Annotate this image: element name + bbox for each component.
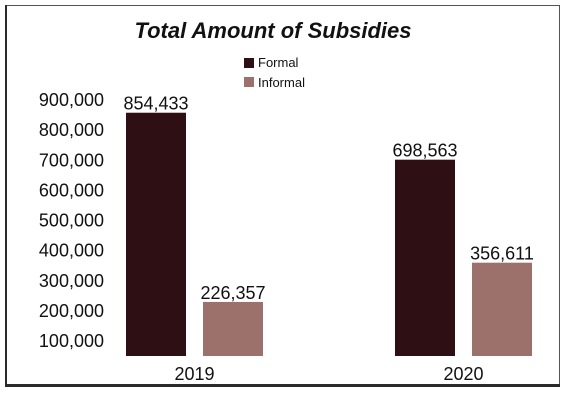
y-tick-label: 600,000 — [39, 180, 104, 200]
x-tick-label-2019: 2019 — [174, 364, 214, 384]
chart-frame-bottom-edge — [5, 384, 560, 387]
data-label-formal-2020: 698,563 — [392, 141, 457, 161]
bar-informal-2019 — [203, 301, 263, 356]
y-tick-label: 800,000 — [39, 120, 104, 140]
data-label-informal-2020: 356,611 — [470, 244, 534, 264]
y-tick-label: 300,000 — [39, 271, 104, 291]
chart-title: Total Amount of Subsidies — [134, 18, 411, 43]
x-axis: 2019 2020 — [174, 364, 483, 384]
bar-formal-2020 — [395, 159, 455, 356]
y-tick-label: 200,000 — [39, 301, 104, 321]
bar-formal-2019 — [126, 112, 186, 357]
y-tick-label: 100,000 — [39, 331, 104, 351]
y-tick-label: 400,000 — [39, 241, 104, 261]
data-label-informal-2019: 226,357 — [200, 283, 265, 303]
legend-swatch-formal — [244, 58, 254, 68]
data-label-formal-2019: 854,433 — [123, 94, 188, 114]
y-tick-label: 900,000 — [39, 90, 104, 110]
bar-informal-2020 — [472, 262, 532, 356]
chart-frame-left-edge — [5, 5, 7, 387]
bars — [126, 112, 532, 357]
data-labels: 854,433 226,357 698,563 356,611 — [123, 94, 533, 303]
legend-label-formal: Formal — [258, 55, 299, 70]
y-tick-label: 700,000 — [39, 150, 104, 170]
legend-swatch-informal — [244, 77, 254, 87]
legend-label-informal: Informal — [258, 75, 305, 90]
x-tick-label-2020: 2020 — [443, 364, 483, 384]
y-tick-label: 500,000 — [39, 211, 104, 231]
y-axis: 100,000 200,000 300,000 400,000 500,000 600,0… — [39, 90, 104, 351]
legend: Formal Informal — [244, 55, 305, 90]
